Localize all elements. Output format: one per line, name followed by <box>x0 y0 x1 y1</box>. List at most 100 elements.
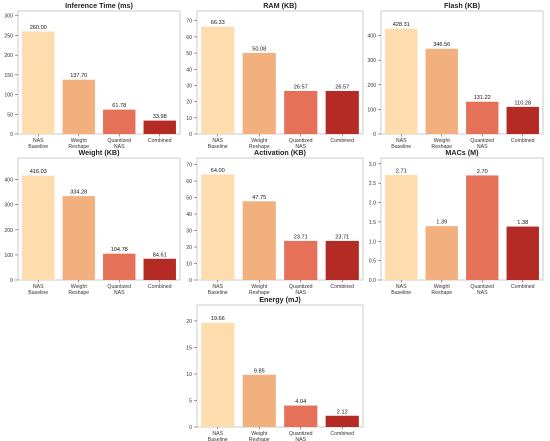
x-tick-label: Combined <box>330 431 354 437</box>
y-tick-label: 40 <box>186 212 192 218</box>
bar-value-label: 1.39 <box>436 220 447 226</box>
y-tick-label: 200 <box>4 228 13 234</box>
x-tick-label: Combined <box>330 284 354 290</box>
chart-panel: Activation (KB) 0 10 20 30 40 50 60 70 64.00 NAS Ba… <box>186 148 364 296</box>
y-tick-label: 30 <box>186 229 192 235</box>
y-tick-label: 50 <box>186 196 192 202</box>
bar-value-label: 84.61 <box>153 252 167 258</box>
y-tick-label: 3.0 <box>369 162 376 168</box>
y-tick-label: 10 <box>186 116 192 122</box>
y-tick-label: 70 <box>186 19 192 25</box>
bar-value-label: 2.12 <box>337 409 348 415</box>
bar <box>425 48 458 134</box>
y-tick-label: 100 <box>4 253 13 259</box>
bar <box>62 196 95 280</box>
y-tick-label: 20 <box>186 319 192 325</box>
plot-frame <box>17 10 181 135</box>
bar <box>325 415 359 427</box>
x-tick-label: Combined <box>148 138 172 144</box>
bar <box>143 120 176 134</box>
y-tick-label: 200 <box>4 53 13 59</box>
y-tick-label: 0 <box>10 132 13 138</box>
bar-value-label: 346.56 <box>433 42 450 48</box>
x-tick-label: Weight Reshape <box>431 284 452 296</box>
bar-value-label: 334.28 <box>70 190 87 196</box>
bar-value-label: 9.85 <box>254 368 265 374</box>
y-tick-label: 20 <box>186 100 192 106</box>
x-tick-label: Quantized NAS <box>289 138 313 150</box>
x-tick-label: Weight Reshape <box>68 284 89 296</box>
y-tick-label: 0 <box>189 278 192 284</box>
y-tick-label: 10 <box>186 372 192 378</box>
bar-value-label: 26.57 <box>335 84 349 90</box>
chart-title: MACs (M) <box>445 148 479 157</box>
y-tick-label: 50 <box>186 51 192 57</box>
bar <box>506 106 539 134</box>
bar-value-label: 61.78 <box>112 103 126 109</box>
bar <box>242 52 276 134</box>
chart-panel: MACs (M) 0.0 0.5 1.0 1.5 2.0 2.5 3.0 2.71 NAS Base… <box>369 148 544 296</box>
bar <box>143 258 176 280</box>
chart-title: Energy (mJ) <box>259 295 301 304</box>
y-tick-label: 0 <box>10 278 13 284</box>
y-tick-label: 100 <box>367 107 376 113</box>
bar-value-label: 260.00 <box>30 25 47 31</box>
bar-value-label: 64.00 <box>211 168 225 174</box>
y-tick-label: 20 <box>186 245 192 251</box>
y-tick-label: 300 <box>367 58 376 64</box>
x-tick-label: Quantized NAS <box>470 138 494 150</box>
bar <box>201 174 235 280</box>
chart-title: Inference Time (ms) <box>65 1 133 10</box>
bar <box>284 405 318 427</box>
x-tick-label: NAS Baseline <box>28 138 48 150</box>
chart-panel: RAM (KB) 0 10 20 30 40 50 60 70 66.33 NAS Baseline 5… <box>186 1 364 150</box>
chart-title: Flash (KB) <box>444 1 481 10</box>
bar <box>284 240 318 280</box>
bar <box>466 175 499 280</box>
y-tick-label: 1.5 <box>369 220 376 226</box>
bar-value-label: 416.03 <box>30 169 47 175</box>
plot-frame <box>196 304 364 428</box>
y-tick-label: 2.5 <box>369 181 376 187</box>
x-tick-label: Quantized NAS <box>289 431 313 441</box>
bar <box>466 101 499 134</box>
y-tick-label: 200 <box>367 83 376 89</box>
x-tick-label: NAS Baseline <box>208 431 228 441</box>
chart-panel: Inference Time (ms) 0 50 100 150 200 250 300 260… <box>4 1 181 150</box>
bar <box>103 109 136 134</box>
plot-frame <box>380 157 544 281</box>
bar-value-label: 1.38 <box>517 220 528 226</box>
x-tick-label: Weight Reshape <box>431 138 452 150</box>
bar-value-label: 131.22 <box>474 95 491 101</box>
x-tick-label: Combined <box>511 138 535 144</box>
bar-value-label: 2.70 <box>477 169 488 175</box>
bar-value-label: 104.78 <box>111 247 128 253</box>
bar <box>242 201 276 280</box>
y-tick-label: 0 <box>189 132 192 138</box>
bar-value-label: 26.57 <box>294 84 308 90</box>
chart-title: RAM (KB) <box>263 1 297 10</box>
x-tick-label: Quantized NAS <box>470 284 494 296</box>
bar <box>506 226 539 280</box>
plot-frame <box>380 10 544 135</box>
x-tick-label: Weight Reshape <box>68 138 89 150</box>
y-tick-label: 1.0 <box>369 239 376 245</box>
bar-value-label: 66.33 <box>211 20 225 26</box>
x-tick-label: NAS Baseline <box>28 284 48 296</box>
bar <box>325 240 359 280</box>
y-tick-label: 15 <box>186 345 192 351</box>
y-tick-label: 60 <box>186 35 192 41</box>
bar-value-label: 2.71 <box>396 169 407 175</box>
y-tick-label: 2.0 <box>369 201 376 207</box>
bar <box>242 374 276 427</box>
bar-value-label: 33.98 <box>153 114 167 120</box>
bar-value-label: 23.71 <box>335 234 349 240</box>
bar-value-label: 47.75 <box>252 195 266 201</box>
y-tick-label: 300 <box>4 203 13 209</box>
bar <box>22 31 55 134</box>
chart-panel: Energy (mJ) 0 5 10 15 20 19.66 NAS Baseline 9.85 W… <box>186 295 364 441</box>
bar <box>62 79 95 134</box>
chart-title: Activation (KB) <box>254 148 307 157</box>
bar-value-label: 137.70 <box>70 73 87 79</box>
x-tick-label: NAS Baseline <box>208 284 228 296</box>
